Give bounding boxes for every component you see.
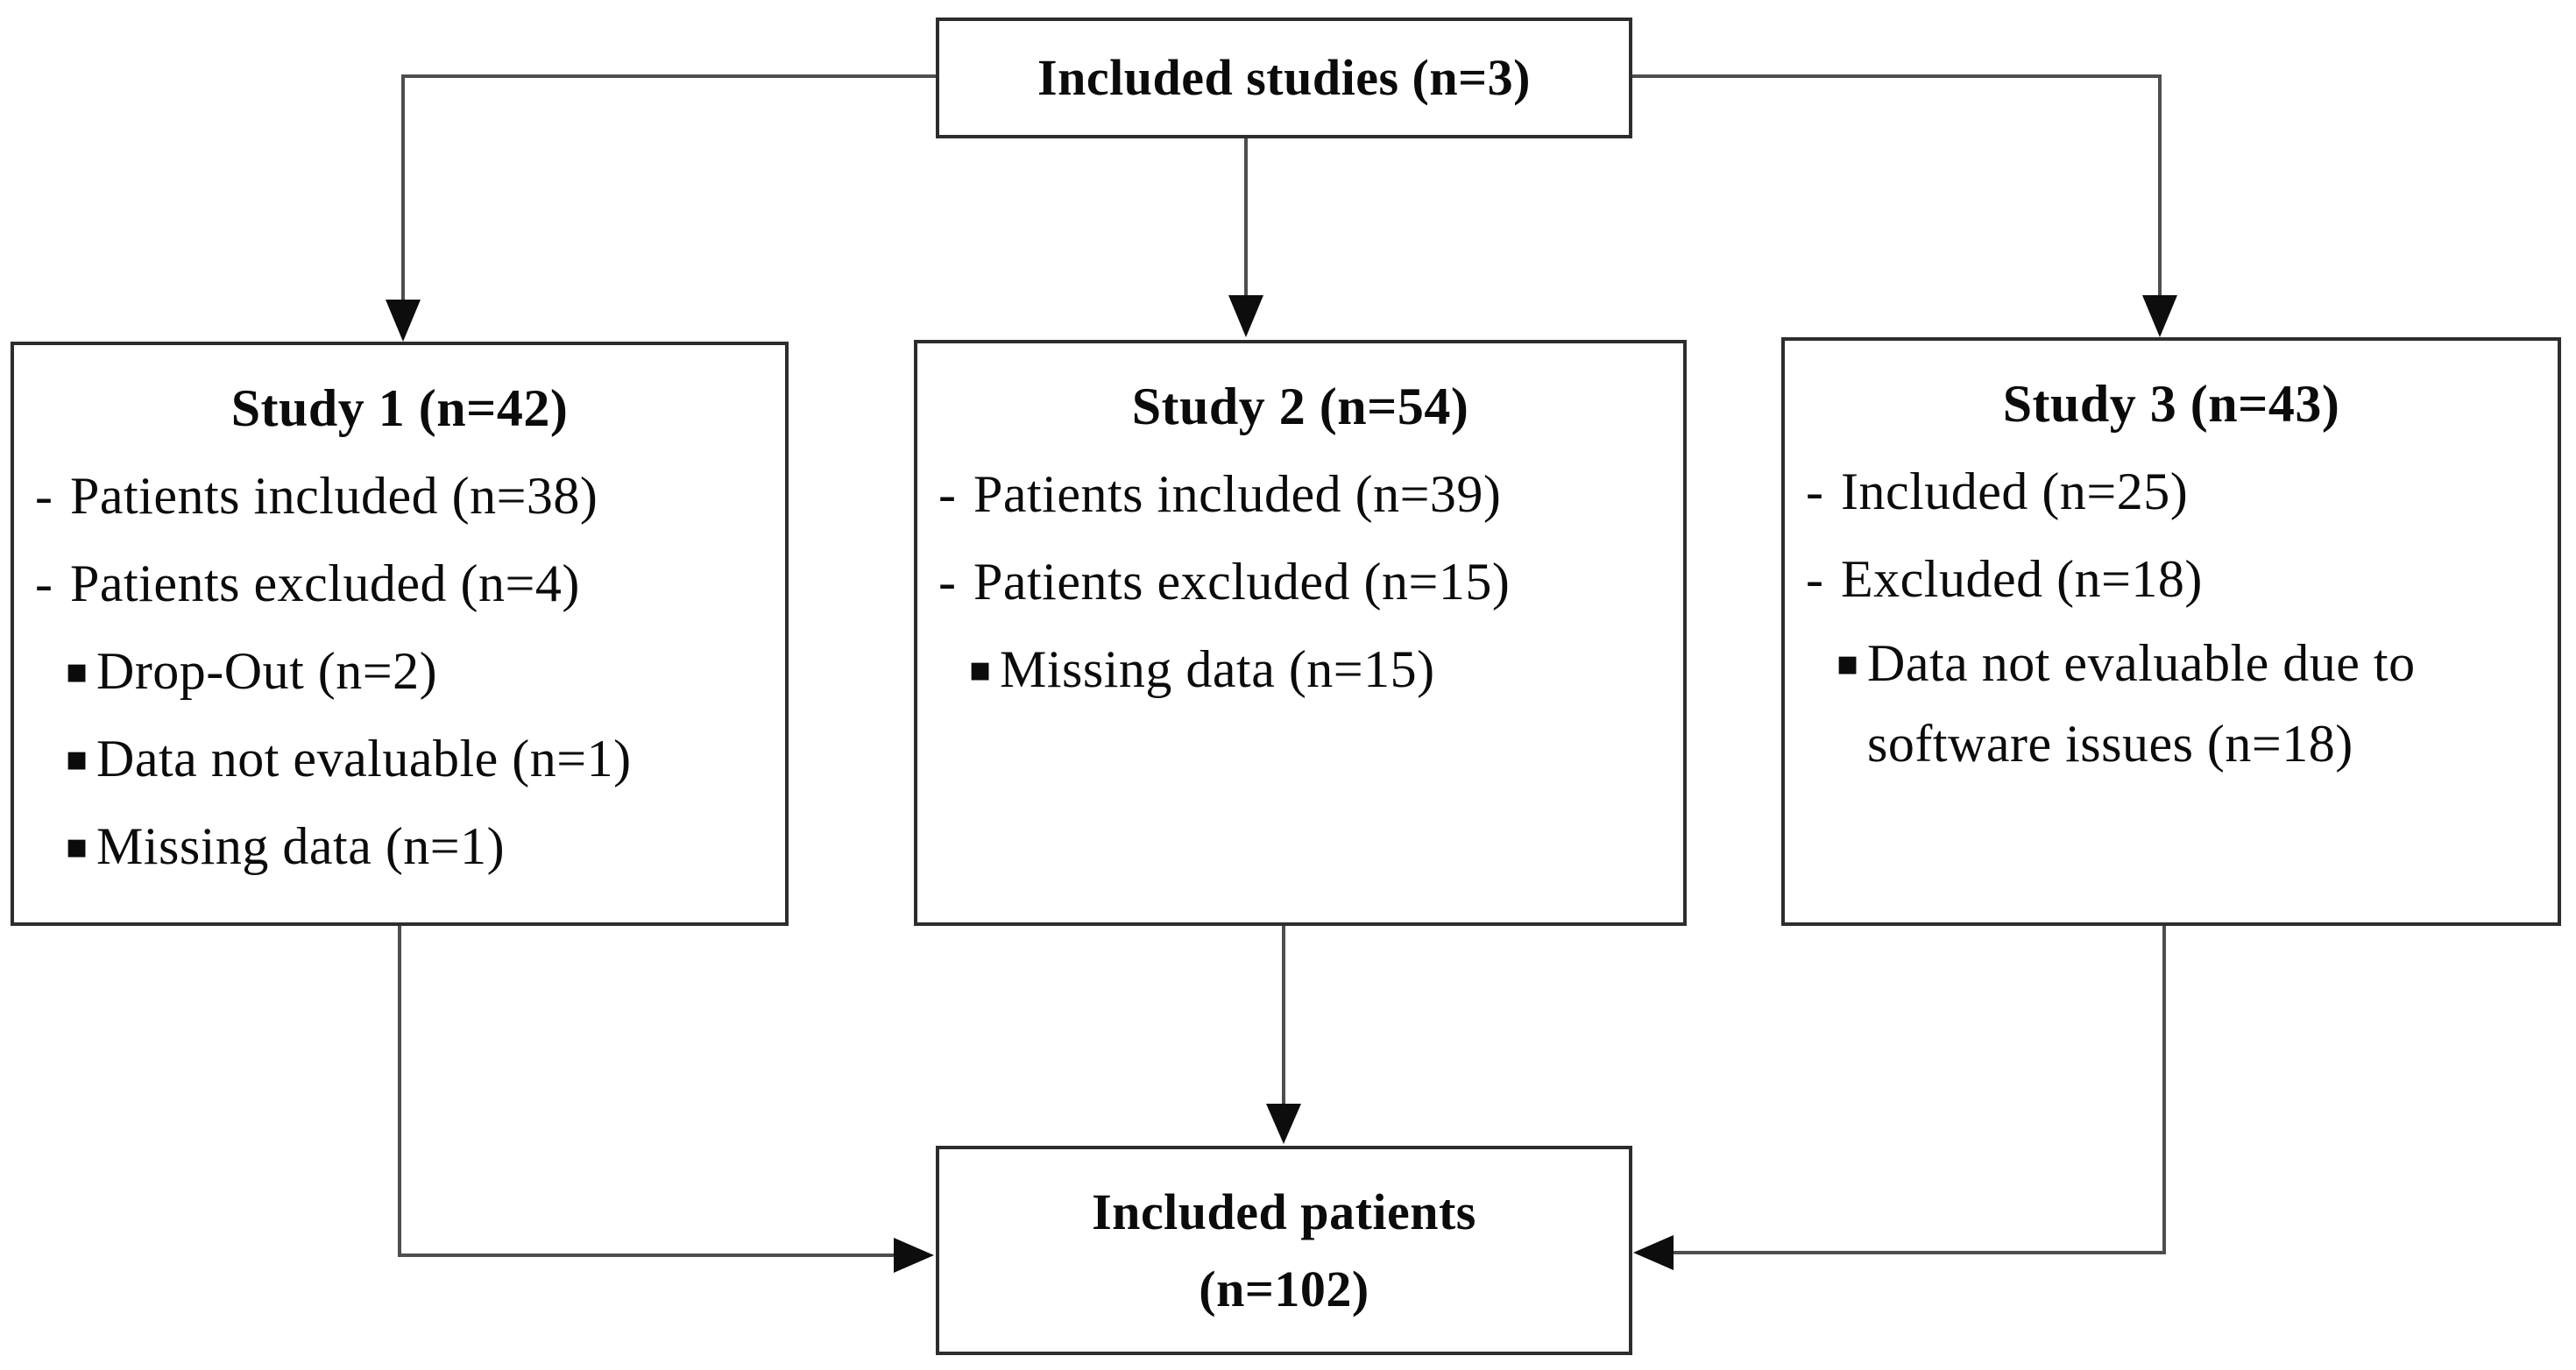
study-2-box: Study 2 (n=54) - Patients included (n=39… — [914, 340, 1687, 926]
dash-marker: - — [938, 553, 957, 611]
arrowhead-result-left — [894, 1238, 934, 1273]
dash-marker: - — [1806, 550, 1824, 608]
connector-study1-to-result — [398, 926, 894, 1257]
list-item-text: Drop-Out (n=2) — [96, 642, 438, 700]
list-item: ▪ Missing data (n=1) — [14, 802, 785, 890]
connector-study3-to-result — [1674, 926, 2166, 1254]
list-item: - Patients included (n=39) — [917, 450, 1683, 538]
connector-top-to-study3 — [1632, 74, 2162, 295]
included-patients-label-line1: Included patients — [1092, 1183, 1476, 1240]
arrowhead-result-top — [1266, 1104, 1301, 1144]
list-item-text: Data not evaluable due to software issue… — [1867, 634, 2416, 773]
included-studies-box: Included studies (n=3) — [936, 18, 1632, 138]
dash-marker: - — [938, 465, 957, 523]
list-item-text: Included (n=25) — [1841, 463, 2189, 520]
list-item: - Patients excluded (n=15) — [917, 538, 1683, 625]
study-1-box: Study 1 (n=42) - Patients included (n=38… — [11, 342, 789, 926]
list-item: - Excluded (n=18) — [1785, 535, 2558, 623]
study-2-title: Study 2 (n=54) — [1131, 378, 1469, 435]
list-item: ▪ Drop-Out (n=2) — [14, 627, 785, 715]
square-bullet-marker: ▪ — [65, 826, 89, 866]
list-item-text: Missing data (n=1) — [96, 817, 506, 875]
square-bullet-marker: ▪ — [1836, 643, 1860, 683]
list-item: ▪ Missing data (n=15) — [917, 625, 1683, 713]
list-item-text: Patients excluded (n=15) — [973, 553, 1511, 611]
arrowhead-study2 — [1228, 295, 1263, 337]
arrowhead-result-right — [1633, 1235, 1674, 1270]
study-3-box: Study 3 (n=43) - Included (n=25) - Exclu… — [1781, 337, 2561, 926]
square-bullet-marker: ▪ — [65, 651, 89, 691]
list-item: - Included (n=25) — [1785, 448, 2558, 535]
dash-marker: - — [1806, 463, 1824, 520]
included-patients-box: Included patients (n=102) — [936, 1146, 1632, 1355]
arrowhead-study3 — [2142, 295, 2177, 337]
dash-marker: - — [35, 554, 53, 612]
list-item: ▪ Data not evaluable due to software iss… — [1785, 623, 2558, 784]
study-1-title: Study 1 (n=42) — [230, 379, 569, 437]
arrowhead-study1 — [386, 300, 421, 342]
list-item-text: Patients included (n=38) — [70, 467, 598, 525]
list-item-text: Patients excluded (n=4) — [70, 554, 580, 612]
list-item: - Patients excluded (n=4) — [14, 540, 785, 627]
list-item-text: Patients included (n=39) — [973, 465, 1502, 523]
list-item-text: Missing data (n=15) — [1000, 640, 1435, 698]
study-3-title: Study 3 (n=43) — [2002, 375, 2340, 433]
dash-marker: - — [35, 467, 53, 525]
list-item: ▪ Data not evaluable (n=1) — [14, 715, 785, 802]
square-bullet-marker: ▪ — [65, 738, 89, 779]
included-patients-label-line2: (n=102) — [1199, 1260, 1369, 1317]
square-bullet-marker: ▪ — [968, 649, 993, 689]
included-studies-label: Included studies (n=3) — [1037, 49, 1531, 106]
list-item-text: Data not evaluable (n=1) — [96, 730, 632, 787]
list-item: - Patients included (n=38) — [14, 452, 785, 540]
list-item-text: Excluded (n=18) — [1841, 550, 2203, 608]
connector-top-to-study1 — [401, 74, 936, 300]
